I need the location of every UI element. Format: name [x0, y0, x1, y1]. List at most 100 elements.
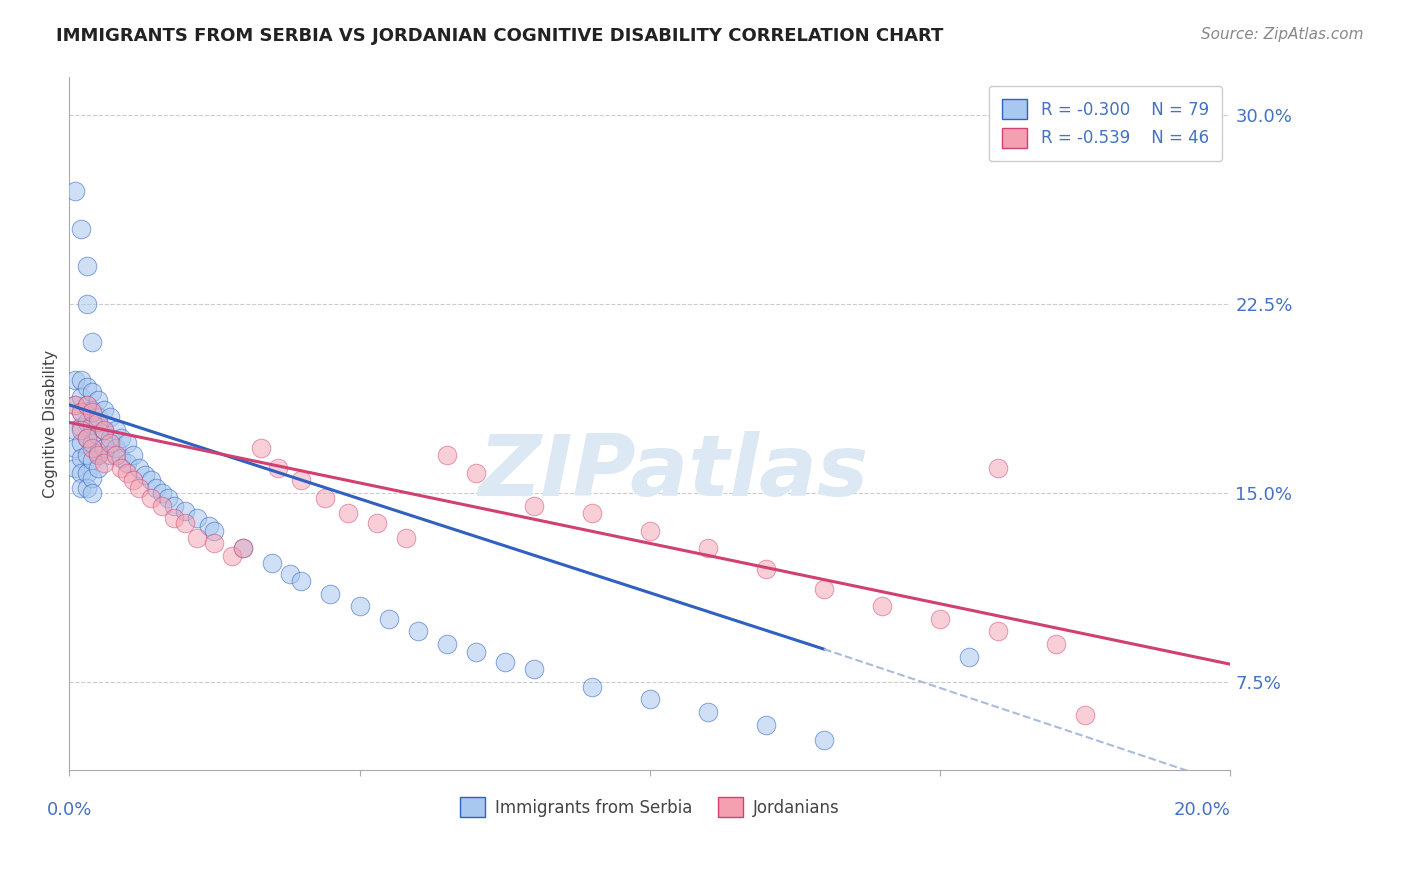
Point — [987, 460, 1010, 475]
Point — [755, 561, 778, 575]
Point — [464, 645, 486, 659]
Point — [76, 398, 98, 412]
Point — [134, 468, 156, 483]
Point — [93, 423, 115, 437]
Point — [98, 448, 121, 462]
Point — [377, 612, 399, 626]
Point — [87, 392, 110, 407]
Point — [69, 373, 91, 387]
Point — [139, 491, 162, 505]
Point — [82, 471, 104, 485]
Point — [638, 692, 661, 706]
Point — [163, 511, 186, 525]
Point — [82, 405, 104, 419]
Text: IMMIGRANTS FROM SERBIA VS JORDANIAN COGNITIVE DISABILITY CORRELATION CHART: IMMIGRANTS FROM SERBIA VS JORDANIAN COGN… — [56, 27, 943, 45]
Point — [63, 460, 86, 475]
Point — [69, 221, 91, 235]
Point — [117, 435, 139, 450]
Point — [76, 481, 98, 495]
Point — [117, 466, 139, 480]
Point — [98, 410, 121, 425]
Point — [581, 680, 603, 694]
Point — [139, 474, 162, 488]
Point — [366, 516, 388, 531]
Point — [870, 599, 893, 614]
Point — [122, 448, 145, 462]
Point — [523, 662, 546, 676]
Point — [638, 524, 661, 538]
Point — [755, 717, 778, 731]
Point — [186, 511, 208, 525]
Point — [202, 524, 225, 538]
Point — [290, 474, 312, 488]
Point — [87, 416, 110, 430]
Point — [319, 587, 342, 601]
Point — [128, 460, 150, 475]
Point — [250, 441, 273, 455]
Point — [221, 549, 243, 563]
Point — [117, 456, 139, 470]
Text: 0.0%: 0.0% — [46, 801, 91, 819]
Point — [76, 260, 98, 274]
Point — [150, 499, 173, 513]
Point — [76, 431, 98, 445]
Point — [494, 655, 516, 669]
Point — [278, 566, 301, 581]
Point — [69, 466, 91, 480]
Point — [464, 466, 486, 480]
Point — [696, 541, 718, 556]
Point — [156, 491, 179, 505]
Point — [63, 398, 86, 412]
Point — [98, 435, 121, 450]
Point — [82, 435, 104, 450]
Point — [76, 416, 98, 430]
Point — [174, 503, 197, 517]
Point — [406, 624, 429, 639]
Point — [163, 499, 186, 513]
Point — [69, 405, 91, 419]
Point — [813, 732, 835, 747]
Point — [987, 624, 1010, 639]
Point — [336, 506, 359, 520]
Point — [436, 448, 458, 462]
Point — [349, 599, 371, 614]
Point — [104, 448, 127, 462]
Point — [232, 541, 254, 556]
Point — [110, 431, 132, 445]
Point — [69, 423, 91, 437]
Point — [110, 450, 132, 465]
Point — [69, 390, 91, 404]
Point — [290, 574, 312, 588]
Point — [174, 516, 197, 531]
Point — [813, 582, 835, 596]
Point — [69, 450, 91, 465]
Point — [63, 184, 86, 198]
Point — [87, 428, 110, 442]
Point — [76, 466, 98, 480]
Point — [69, 405, 91, 419]
Point — [104, 441, 127, 455]
Point — [232, 541, 254, 556]
Point — [87, 445, 110, 459]
Point — [523, 499, 546, 513]
Text: ZIPatlas: ZIPatlas — [478, 431, 868, 514]
Point — [1045, 637, 1067, 651]
Point — [82, 453, 104, 467]
Point — [202, 536, 225, 550]
Point — [1074, 707, 1097, 722]
Text: 20.0%: 20.0% — [1174, 801, 1230, 819]
Point — [63, 398, 86, 412]
Point — [262, 557, 284, 571]
Point — [63, 423, 86, 437]
Point — [197, 518, 219, 533]
Point — [87, 448, 110, 462]
Text: Source: ZipAtlas.com: Source: ZipAtlas.com — [1201, 27, 1364, 42]
Point — [69, 420, 91, 434]
Point — [82, 486, 104, 500]
Point — [122, 474, 145, 488]
Point — [87, 410, 110, 425]
Point — [145, 481, 167, 495]
Point — [69, 481, 91, 495]
Point — [63, 441, 86, 455]
Point — [82, 441, 104, 455]
